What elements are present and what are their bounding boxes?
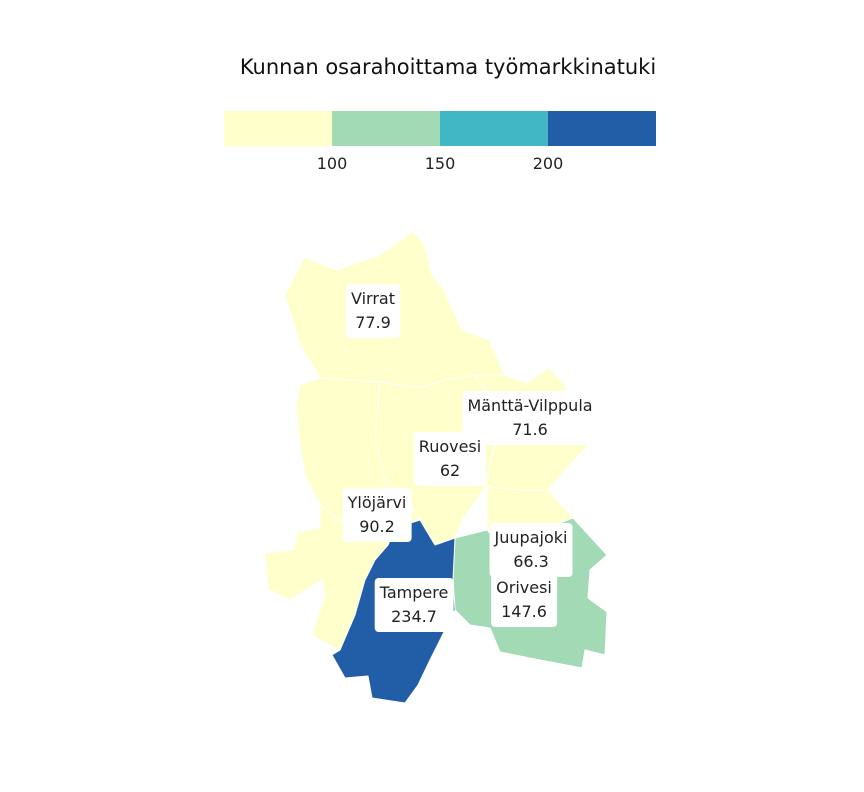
color-legend: 100 150 200 [224,111,656,191]
label-tampere: Tampere 234.7 [374,578,454,632]
map-title: Kunnan osarahoittama työmarkkinatuki [239,55,657,79]
legend-tick-200: 200 [532,154,564,173]
legend-tick-150: 150 [424,154,456,173]
legend-swatch-3 [440,111,548,146]
label-virrat: Virrat 77.9 [346,284,400,338]
label-ylojarvi: Ylöjärvi 90.2 [342,488,412,542]
legend-swatch-1 [224,111,332,146]
label-juupajoki: Juupajoki 66.3 [489,523,573,577]
label-ruovesi: Ruovesi 62 [413,432,487,486]
legend-swatch-4 [548,111,656,146]
label-orivesi: Orivesi 147.6 [491,573,557,627]
legend-tick-100: 100 [316,154,348,173]
legend-swatch-2 [332,111,440,146]
